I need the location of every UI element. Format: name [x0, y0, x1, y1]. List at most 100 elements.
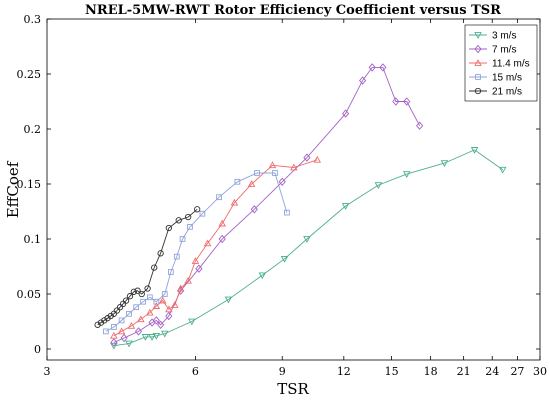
data-point [103, 328, 109, 335]
data-point [148, 334, 156, 341]
series-line [105, 172, 288, 332]
data-point [230, 198, 239, 206]
series-line [113, 149, 503, 347]
data-point [173, 253, 180, 260]
data-point [117, 327, 126, 335]
data-point [199, 210, 206, 217]
series-3 [103, 170, 290, 335]
data-point [161, 330, 169, 338]
x-tick-label: 27 [510, 365, 524, 378]
y-tick-label: 0.05 [17, 288, 42, 301]
data-point [392, 97, 400, 106]
data-point [133, 304, 140, 311]
data-point [195, 264, 203, 273]
data-point [278, 177, 286, 186]
data-point [137, 315, 145, 323]
legend-label: 7 m/s [492, 45, 516, 56]
series-4 [94, 206, 201, 328]
y-tick-label: 0.3 [24, 13, 42, 26]
data-point [118, 317, 125, 324]
data-point [216, 194, 222, 201]
data-point [359, 76, 367, 85]
data-point [157, 320, 165, 329]
y-tick-label: 0.2 [24, 123, 42, 136]
data-point [179, 236, 186, 242]
data-point [258, 272, 267, 280]
data-point [194, 206, 201, 213]
data-point [234, 178, 241, 185]
data-point [290, 163, 298, 171]
data-point [184, 276, 192, 284]
data-point [218, 219, 226, 227]
x-tick-label: 6 [192, 365, 199, 378]
legend-marker [474, 87, 482, 95]
data-point [374, 182, 383, 190]
data-point [152, 302, 161, 309]
data-point [153, 298, 160, 305]
x-axis: 3 6 9 12 15 18 21 24 27 30 [44, 19, 547, 378]
data-point [284, 209, 290, 216]
data-point [127, 321, 136, 329]
data-point [141, 334, 150, 341]
y-tick-label: 0.25 [17, 68, 42, 81]
legend-marker [474, 32, 482, 39]
data-point [368, 63, 376, 72]
legend-item: 7 m/s [469, 45, 516, 56]
data-point [126, 310, 132, 317]
data-point [97, 319, 105, 326]
series-0 [110, 147, 507, 350]
data-point [313, 155, 322, 163]
data-point [110, 338, 118, 347]
data-point [110, 331, 118, 339]
data-point [247, 180, 256, 187]
data-point [122, 297, 130, 304]
data-point [134, 287, 141, 294]
x-tick-label: 24 [485, 365, 499, 378]
x-tick-label: 30 [533, 365, 547, 378]
data-point [379, 63, 387, 72]
x-tick-label: 3 [44, 365, 51, 378]
legend-marker [474, 59, 482, 66]
data-point [440, 160, 449, 168]
data-point [250, 205, 258, 214]
legend-label: 15 m/s [492, 73, 522, 84]
data-point [126, 293, 134, 300]
plot-area [46, 18, 541, 361]
data-point [498, 166, 507, 174]
data-point [152, 316, 160, 325]
legend-marker [474, 44, 482, 54]
x-tick-label: 12 [337, 365, 351, 378]
data-point [101, 317, 108, 324]
data-point [175, 217, 182, 224]
data-point [144, 285, 151, 292]
series-layer [94, 63, 507, 350]
data-point [146, 294, 153, 301]
x-tick-label: 21 [457, 365, 471, 378]
data-point [168, 269, 174, 275]
series-line [113, 66, 421, 343]
y-tick-label: 0 [34, 343, 41, 356]
data-point [161, 291, 168, 297]
data-point [138, 290, 145, 298]
data-point [146, 308, 154, 316]
data-point [157, 250, 164, 257]
data-point [188, 318, 196, 326]
data-point [184, 213, 192, 221]
data-point [134, 327, 143, 336]
legend-item: 21 m/s [469, 87, 522, 98]
data-point [107, 312, 114, 320]
legend: 3 m/s 7 m/s 11.4 m/s 15 m/s 21 m/s [464, 24, 538, 102]
series-1 [110, 63, 424, 347]
data-point [152, 332, 161, 340]
legend-label: 3 m/s [492, 31, 516, 42]
x-axis-label: TSR [277, 380, 309, 398]
data-point [403, 97, 411, 106]
data-point [110, 342, 118, 350]
data-point [341, 203, 350, 210]
y-tick-label: 0.1 [24, 233, 42, 246]
legend-label: 11.4 m/s [492, 59, 530, 70]
data-point [272, 170, 278, 176]
data-point [120, 333, 128, 343]
legend-item: 3 m/s [469, 31, 516, 42]
data-point [191, 257, 200, 264]
